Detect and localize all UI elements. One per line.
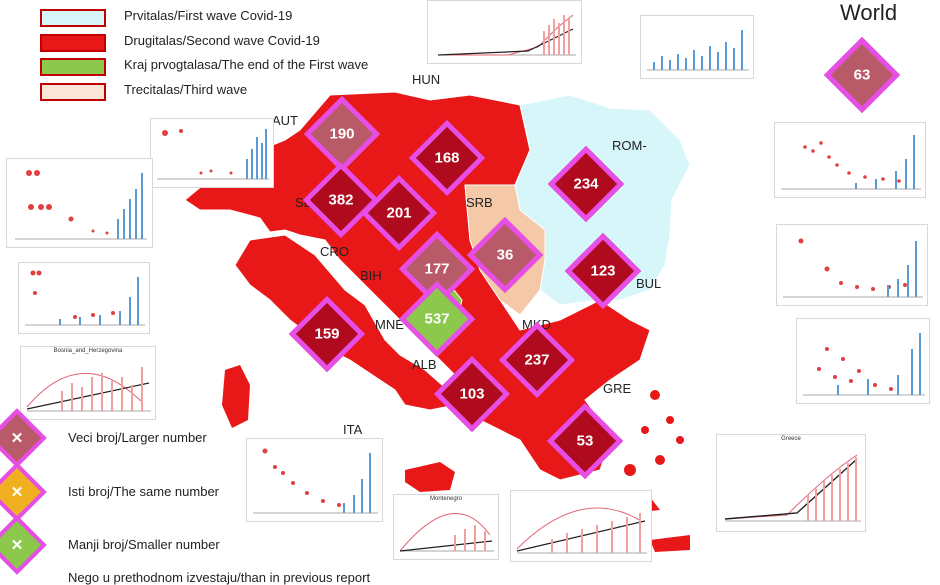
thumb-plot xyxy=(399,512,494,552)
swatch-second-wave xyxy=(40,33,106,52)
thumb-title: Bosnia_and_Herzegovina xyxy=(53,348,123,354)
thumb-chart-rom xyxy=(774,122,926,198)
thumb-plot xyxy=(26,367,151,412)
thumb-plot xyxy=(15,170,147,240)
thumb-plot xyxy=(724,454,861,522)
label-gre: GRE xyxy=(603,381,632,396)
thumb-plot xyxy=(803,333,925,396)
label-hun: HUN xyxy=(412,72,441,87)
key-label-same: Isti broj/The same number xyxy=(68,484,220,499)
thumb-chart-mkd xyxy=(796,318,930,404)
label-ita: ITA xyxy=(343,422,363,437)
region-sicily xyxy=(405,462,455,492)
legend-label: Trecitalas/Third wave xyxy=(124,81,248,97)
thumb-plot xyxy=(781,135,921,190)
label-cro: CRO xyxy=(320,244,349,259)
thumb-chart-aut xyxy=(150,118,274,188)
thumb-plot xyxy=(783,238,923,298)
label-bih: BIH xyxy=(360,268,382,283)
thumb-chart-slo xyxy=(6,158,153,248)
thumb-chart-world xyxy=(640,15,754,79)
thumb-chart-cro xyxy=(18,262,150,334)
thumb-chart-hun xyxy=(427,0,582,64)
thumb-plot xyxy=(516,507,647,554)
thumb-title: Montenegro xyxy=(429,496,463,502)
label-alb: ALB xyxy=(412,357,437,372)
thumb-plot xyxy=(25,270,145,326)
swatch-first-wave xyxy=(40,9,106,27)
key-note: Nego u prethodnom izvestaju/than in prev… xyxy=(68,570,371,585)
thumb-plot xyxy=(647,30,749,71)
thumb-chart-bul xyxy=(776,224,928,306)
key-label-larger: Veci broj/Larger number xyxy=(68,430,207,445)
label-aut: AUT xyxy=(272,113,298,128)
legend-label: Prvitalas/First wave Covid-19 xyxy=(124,8,293,23)
swatch-end-first-wave xyxy=(40,58,106,76)
thumb-chart-montenegro: Montenegro xyxy=(393,494,499,560)
key-label-smaller: Manji broj/Smaller number xyxy=(68,537,220,552)
legend-label: Drugitalas/Second wave Covid-19 xyxy=(124,32,320,48)
thumb-chart-greece: Greece xyxy=(716,434,866,532)
label-srb: SRB xyxy=(466,195,493,210)
thumb-plot xyxy=(437,14,576,56)
region-sardinia xyxy=(222,365,250,428)
swatch-third-wave xyxy=(40,82,106,101)
thumb-chart-mne xyxy=(510,490,652,562)
label-bul: BUL xyxy=(636,276,662,291)
label-mne: MNE xyxy=(375,317,404,332)
thumb-plot xyxy=(253,448,378,514)
world-title: World xyxy=(840,0,898,25)
thumb-plot xyxy=(157,129,269,180)
label-rom: ROM- xyxy=(612,138,647,153)
thumb-chart-ita xyxy=(246,438,383,522)
legend-label: Kraj prvogtalasa/The end of the First wa… xyxy=(124,57,369,72)
thumb-title: Greece xyxy=(781,436,801,442)
thumb-chart-bosnia: Bosnia_and_Herzegovina xyxy=(20,346,156,420)
